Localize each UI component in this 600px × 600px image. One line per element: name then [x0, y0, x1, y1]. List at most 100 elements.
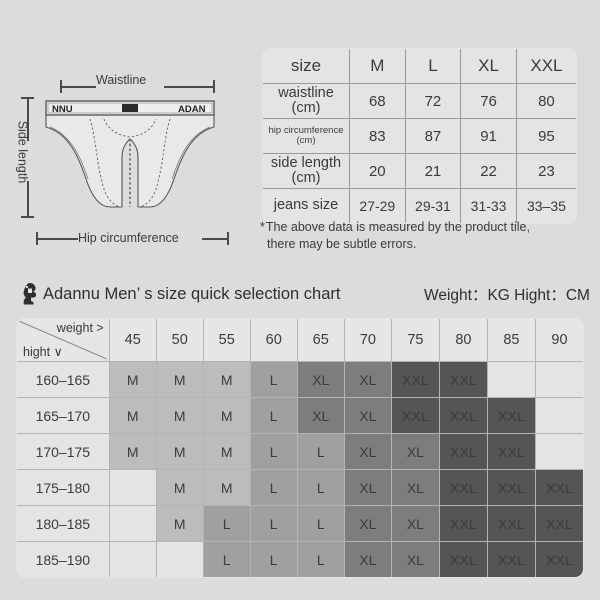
weight-col-85: 85	[486, 319, 536, 362]
matrix-cell: L	[249, 541, 298, 577]
selection-chart-title: Adannu Men’ s size quick selection chart	[43, 284, 341, 303]
matrix-cell	[534, 433, 583, 470]
matrix-cell: XXL	[438, 361, 488, 398]
row-label-line1: side length	[270, 154, 342, 171]
matrix-cell: M	[202, 361, 251, 398]
product-diagram: Waistline Hip circumference Side length …	[10, 35, 258, 260]
matrix-cell: XXL	[438, 541, 488, 577]
row-label-line2: (cm)	[296, 135, 316, 146]
weight-col-60: 60	[249, 319, 298, 362]
waistline-cap-right	[213, 80, 215, 93]
hip-rule-right	[202, 238, 228, 240]
matrix-cell: XL	[390, 433, 440, 470]
matrix-cell: XL	[390, 505, 440, 542]
cell-hip-xl: 91	[460, 118, 517, 154]
header-xl: XL	[460, 49, 517, 84]
cell-waistline-xl: 76	[460, 83, 517, 119]
matrix-cell	[534, 397, 583, 434]
row-label-jeans-size: jeans size	[263, 188, 350, 223]
matrix-cell: M	[202, 469, 251, 506]
corner-diagonal-line	[18, 320, 107, 360]
row-label-line1: waistline	[278, 84, 334, 101]
row-label-line2: (cm)	[291, 170, 321, 186]
height-row-175-180: 175–180	[17, 469, 110, 506]
matrix-cell: L	[202, 541, 251, 577]
table-row: jeans size 27-29 29-31 31-33 33–35	[263, 188, 576, 223]
cell-hip-xxl: 95	[515, 118, 576, 154]
waistline-cap-left	[60, 80, 62, 93]
matrix-cell: XXL	[486, 433, 536, 470]
weight-col-65: 65	[296, 319, 345, 362]
side-length-rule-top	[27, 97, 29, 141]
matrix-cell: XXL	[438, 433, 488, 470]
measurement-note: *The above data is measured by the produ…	[260, 219, 590, 253]
table-row: hip circumference (cm) 83 87 91 95	[263, 118, 576, 154]
header-xxl: XXL	[515, 49, 576, 84]
side-length-cap-bottom	[21, 216, 34, 218]
waistline-rule-left	[60, 86, 96, 88]
matrix-cell: XXL	[486, 541, 536, 577]
waistband-left-text: NNU	[52, 104, 73, 115]
matrix-row: 170–175 M M M L L XL XL XXL XXL	[17, 433, 583, 470]
matrix-cell: M	[155, 397, 204, 434]
matrix-cell: XL	[296, 361, 345, 398]
matrix-cell: XL	[343, 541, 392, 577]
weight-col-75: 75	[390, 319, 440, 362]
height-row-180-185: 180–185	[17, 505, 110, 542]
matrix-cell: M	[108, 397, 157, 434]
cell-waistline-xxl: 80	[515, 83, 576, 119]
matrix-row: 160–165 M M M L XL XL XXL XXL	[17, 361, 583, 398]
matrix-cell	[486, 361, 536, 398]
briefs-illustration: NNU ADAN	[45, 100, 215, 208]
row-label-line2: (cm)	[291, 100, 321, 116]
matrix-header-row: weight > hight ∨ 45 50 55 60 65 70 75 80…	[17, 319, 583, 362]
waistband-right-text: ADAN	[178, 104, 206, 115]
height-row-165-170: 165–170	[17, 397, 110, 434]
matrix-cell: L	[249, 505, 298, 542]
hip-cap-right	[227, 232, 229, 245]
hip-circumference-label: Hip circumference	[78, 231, 179, 245]
waistline-label: Waistline	[96, 73, 147, 87]
matrix-cell: XL	[296, 397, 345, 434]
matrix-cell: XXL	[486, 397, 536, 434]
matrix-cell	[108, 541, 157, 577]
height-row-160-165: 160–165	[17, 361, 110, 398]
header-size: size	[263, 49, 350, 84]
matrix-cell: M	[155, 505, 204, 542]
matrix-cell: XXL	[534, 469, 583, 506]
cell-hip-m: 83	[349, 118, 406, 154]
table-header-row: size M L XL XXL	[263, 49, 576, 84]
size-matrix-table: weight > hight ∨ 45 50 55 60 65 70 75 80…	[16, 318, 584, 578]
matrix-cell: M	[108, 433, 157, 470]
note-line-2: there may be subtle errors.	[267, 236, 417, 251]
matrix-cell: L	[296, 541, 345, 577]
row-label-waistline: waistline (cm)	[263, 83, 350, 119]
units-legend: Weight：KG Hight：CM	[424, 287, 590, 304]
cell-sidelen-m: 20	[349, 153, 406, 189]
weight-col-90: 90	[534, 319, 583, 362]
note-line-1: The above data is measured by the produc…	[265, 220, 530, 234]
row-label-line1: hip circumference	[268, 125, 344, 137]
adannu-mascot-icon	[23, 283, 37, 305]
weight-col-45: 45	[108, 319, 157, 362]
matrix-cell: XXL	[486, 469, 536, 506]
matrix-cell: L	[249, 469, 298, 506]
height-row-170-175: 170–175	[17, 433, 110, 470]
matrix-cell: M	[202, 397, 251, 434]
side-length-rule-bottom	[27, 181, 29, 217]
matrix-cell: XXL	[438, 469, 488, 506]
measurement-table-container: size M L XL XXL waistline (cm) 68 72 76 …	[262, 48, 577, 224]
matrix-cell	[108, 505, 157, 542]
matrix-cell: M	[155, 361, 204, 398]
cell-jeans-xxl: 33–35	[515, 188, 576, 223]
matrix-row: 165–170 M M M L XL XL XXL XXL XXL	[17, 397, 583, 434]
matrix-cell: L	[296, 469, 345, 506]
hip-rule-left	[36, 238, 78, 240]
matrix-row: 185–190 L L L XL XL XXL XXL XXL	[17, 541, 583, 577]
cell-sidelen-xl: 22	[460, 153, 517, 189]
weight-col-55: 55	[202, 319, 251, 362]
note-asterisk: *	[260, 220, 265, 234]
matrix-cell	[534, 361, 583, 398]
matrix-cell: XL	[343, 433, 392, 470]
matrix-cell: XL	[343, 361, 392, 398]
